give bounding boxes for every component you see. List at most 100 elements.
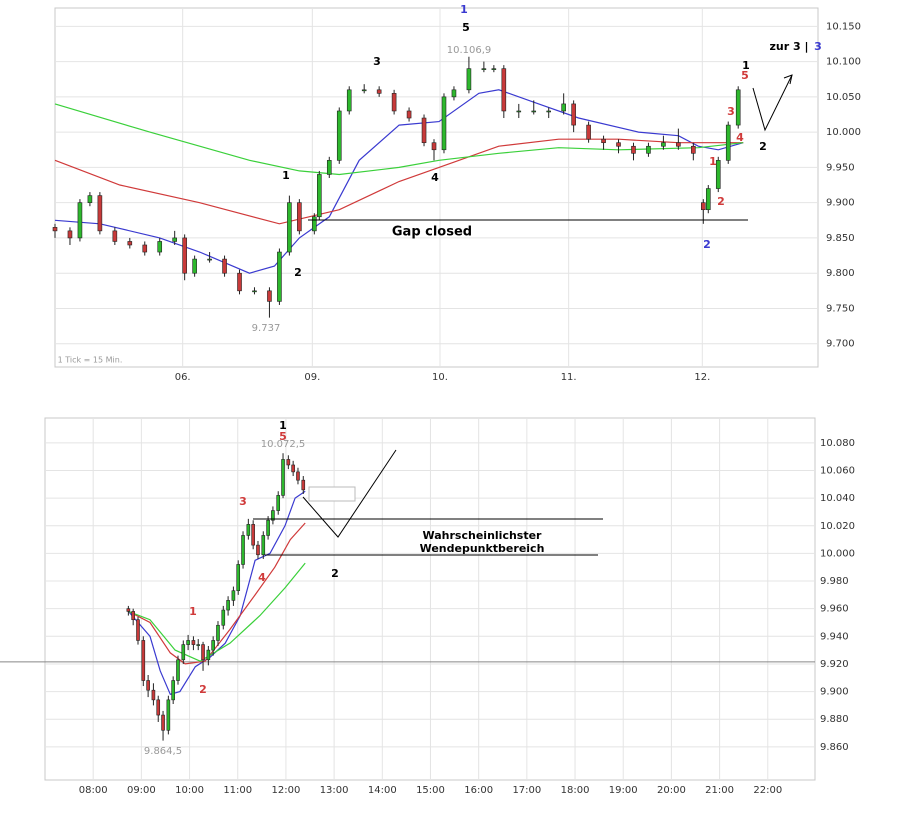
y-tick-label: 9.750 (826, 303, 855, 314)
x-tick-label: 11:00 (223, 785, 252, 796)
candle-body (276, 495, 281, 511)
candle-body (296, 471, 300, 481)
candle-body (97, 195, 103, 232)
annotation: 4 (258, 571, 266, 584)
x-tick-label: 10. (432, 372, 448, 383)
candle-body (252, 290, 257, 293)
candle-body (286, 459, 291, 466)
candle-body (277, 251, 282, 302)
x-tick-label: 11. (561, 372, 577, 383)
candle-body (52, 227, 58, 232)
candle-body (166, 699, 171, 731)
x-tick-label: 14:00 (368, 785, 397, 796)
annotation: 2 (199, 683, 207, 696)
candle-body (281, 459, 285, 496)
candle-body (182, 237, 187, 274)
candle-body (77, 202, 83, 239)
candle-body (421, 117, 427, 144)
y-tick-label: 9.960 (820, 604, 849, 615)
candle-body (705, 188, 711, 211)
annotation: 1 (189, 605, 197, 618)
candle-body (501, 68, 507, 112)
candle-body (161, 714, 165, 731)
annotation: 1 (709, 155, 717, 168)
candle-body (221, 609, 226, 626)
x-tick-label: 12. (694, 372, 710, 383)
moving-average (54, 138, 744, 225)
candle-body (406, 110, 412, 119)
candle-body (451, 89, 457, 98)
annotation: 1 (742, 59, 750, 72)
candle-body (346, 89, 352, 112)
annotation: 1 (460, 3, 468, 16)
candle-body (126, 608, 131, 612)
candle-body (87, 195, 93, 203)
candle-body (112, 230, 118, 242)
candle-body (196, 644, 201, 646)
candle-body (261, 535, 266, 556)
candle-body (561, 103, 566, 112)
candle-body (237, 272, 242, 292)
candle-body (312, 216, 317, 232)
annotation: 9.864,5 (144, 746, 182, 757)
candle-body (725, 124, 731, 161)
y-tick-label: 9.800 (826, 268, 855, 279)
annotation: 1 (282, 169, 290, 182)
x-tick-label: 15:00 (416, 785, 445, 796)
candle-body (291, 464, 295, 473)
y-tick-label: 10.000 (820, 548, 855, 559)
candle-body (336, 110, 342, 161)
candle-body (586, 124, 591, 140)
y-tick-label: 9.980 (820, 576, 849, 587)
candle-body (186, 640, 190, 645)
candle-body (67, 230, 73, 239)
y-tick-label: 9.860 (820, 742, 849, 753)
candle-body (146, 680, 150, 691)
candle-body (157, 241, 163, 253)
candle-body (236, 564, 241, 592)
candle-body (267, 290, 272, 302)
candle-body (156, 699, 161, 716)
moving-average (128, 562, 306, 662)
annotation: 1 (279, 419, 287, 432)
candle-body (546, 110, 552, 113)
forecast-arrow (302, 449, 397, 538)
candle-body (176, 659, 180, 681)
x-tick-label: 06. (175, 372, 191, 383)
x-tick-label: 22:00 (753, 785, 782, 796)
arrow-head (783, 74, 793, 85)
candle-body (631, 145, 636, 154)
candle-body (481, 68, 487, 70)
candle-body (676, 142, 681, 147)
candle-body (131, 611, 135, 621)
drawings (253, 74, 793, 556)
candle-body (251, 524, 255, 546)
candle-body (172, 237, 177, 242)
annotation: 3 (239, 495, 247, 508)
candle-body (317, 174, 322, 218)
annotation: 3 (727, 105, 735, 118)
annotation: Wendepunktbereich (420, 542, 545, 555)
annotation: Wahrscheinlichster (423, 529, 543, 542)
x-tick-label: 09. (304, 372, 320, 383)
candle-body (431, 142, 437, 151)
candle-body (211, 640, 215, 651)
annotation: 10.106,9 (447, 45, 492, 56)
candle-body (646, 145, 651, 154)
y-tick-label: 10.080 (820, 438, 855, 449)
y-tick-label: 10.050 (826, 92, 861, 103)
candle-body (191, 640, 196, 645)
candle-body (491, 68, 497, 70)
candle-body (301, 479, 306, 491)
candle-body (297, 202, 302, 232)
annotation: 5 (462, 21, 470, 34)
candle-body (142, 244, 148, 253)
annotation: 2 (759, 140, 767, 153)
y-tick-label: 10.040 (820, 493, 855, 504)
price-box (308, 486, 356, 502)
candle-body (171, 680, 175, 701)
candle-body (616, 142, 621, 147)
x-tick-label: 10:00 (175, 785, 204, 796)
